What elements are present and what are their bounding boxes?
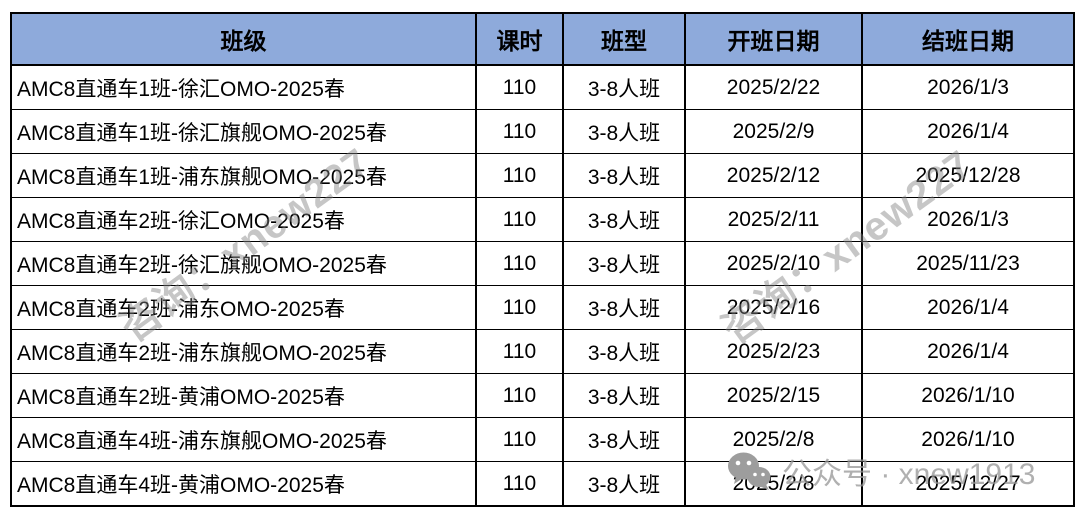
cell-start-date: 2025/2/11 bbox=[684, 197, 863, 242]
table-row: AMC8直通车4班-浦东旗舰OMO-2025春 110 3-8人班 2025/2… bbox=[10, 417, 1075, 462]
class-schedule-table: 班级 课时 班型 开班日期 结班日期 AMC8直通车1班-徐汇OMO-2025春… bbox=[10, 12, 1075, 507]
cell-hours: 110 bbox=[475, 64, 564, 110]
cell-class-type: 3-8人班 bbox=[562, 153, 686, 198]
cell-class-name: AMC8直通车4班-黄浦OMO-2025春 bbox=[10, 461, 477, 507]
header-cell-start-date: 开班日期 bbox=[684, 12, 863, 66]
cell-hours: 110 bbox=[475, 285, 564, 330]
cell-hours: 110 bbox=[475, 461, 564, 507]
header-cell-class-type: 班型 bbox=[562, 12, 686, 66]
cell-end-date: 2026/1/3 bbox=[861, 64, 1075, 110]
cell-start-date: 2025/2/10 bbox=[684, 241, 863, 286]
cell-class-name: AMC8直通车4班-浦东旗舰OMO-2025春 bbox=[10, 417, 477, 462]
cell-hours: 110 bbox=[475, 153, 564, 198]
cell-hours: 110 bbox=[475, 417, 564, 462]
cell-class-type: 3-8人班 bbox=[562, 241, 686, 286]
cell-class-type: 3-8人班 bbox=[562, 64, 686, 110]
cell-hours: 110 bbox=[475, 241, 564, 286]
cell-start-date: 2025/2/9 bbox=[684, 109, 863, 154]
cell-start-date: 2025/2/16 bbox=[684, 285, 863, 330]
cell-class-name: AMC8直通车2班-浦东旗舰OMO-2025春 bbox=[10, 329, 477, 374]
cell-end-date: 2025/12/28 bbox=[861, 153, 1075, 198]
cell-end-date: 2025/11/23 bbox=[861, 241, 1075, 286]
cell-class-type: 3-8人班 bbox=[562, 197, 686, 242]
cell-class-name: AMC8直通车1班-徐汇旗舰OMO-2025春 bbox=[10, 109, 477, 154]
cell-class-type: 3-8人班 bbox=[562, 373, 686, 418]
cell-start-date: 2025/2/23 bbox=[684, 329, 863, 374]
table-row: AMC8直通车1班-徐汇OMO-2025春 110 3-8人班 2025/2/2… bbox=[10, 64, 1075, 110]
cell-end-date: 2026/1/4 bbox=[861, 285, 1075, 330]
cell-class-name: AMC8直通车2班-徐汇OMO-2025春 bbox=[10, 197, 477, 242]
table-row: AMC8直通车2班-徐汇旗舰OMO-2025春 110 3-8人班 2025/2… bbox=[10, 241, 1075, 286]
table-row: AMC8直通车2班-徐汇OMO-2025春 110 3-8人班 2025/2/1… bbox=[10, 197, 1075, 242]
table-row: AMC8直通车4班-黄浦OMO-2025春 110 3-8人班 2025/2/8… bbox=[10, 461, 1075, 507]
cell-end-date: 2026/1/4 bbox=[861, 329, 1075, 374]
cell-class-name: AMC8直通车2班-浦东OMO-2025春 bbox=[10, 285, 477, 330]
cell-end-date: 2026/1/10 bbox=[861, 373, 1075, 418]
header-cell-hours: 课时 bbox=[475, 12, 564, 66]
cell-class-name: AMC8直通车1班-徐汇OMO-2025春 bbox=[10, 64, 477, 110]
cell-hours: 110 bbox=[475, 329, 564, 374]
cell-class-name: AMC8直通车2班-黄浦OMO-2025春 bbox=[10, 373, 477, 418]
header-row: 班级 课时 班型 开班日期 结班日期 bbox=[10, 12, 1075, 66]
cell-end-date: 2026/1/3 bbox=[861, 197, 1075, 242]
cell-class-name: AMC8直通车2班-徐汇旗舰OMO-2025春 bbox=[10, 241, 477, 286]
cell-start-date: 2025/2/22 bbox=[684, 64, 863, 110]
cell-end-date: 2026/1/4 bbox=[861, 109, 1075, 154]
cell-hours: 110 bbox=[475, 373, 564, 418]
cell-class-type: 3-8人班 bbox=[562, 109, 686, 154]
cell-class-name: AMC8直通车1班-浦东旗舰OMO-2025春 bbox=[10, 153, 477, 198]
cell-start-date: 2025/2/8 bbox=[684, 417, 863, 462]
cell-class-type: 3-8人班 bbox=[562, 285, 686, 330]
header-cell-class-name: 班级 bbox=[10, 12, 477, 66]
cell-hours: 110 bbox=[475, 197, 564, 242]
table-header: 班级 课时 班型 开班日期 结班日期 bbox=[10, 12, 1075, 66]
table-row: AMC8直通车2班-黄浦OMO-2025春 110 3-8人班 2025/2/1… bbox=[10, 373, 1075, 418]
table-body: AMC8直通车1班-徐汇OMO-2025春 110 3-8人班 2025/2/2… bbox=[10, 64, 1075, 507]
cell-start-date: 2025/2/15 bbox=[684, 373, 863, 418]
cell-class-type: 3-8人班 bbox=[562, 329, 686, 374]
cell-class-type: 3-8人班 bbox=[562, 417, 686, 462]
table-row: AMC8直通车2班-浦东旗舰OMO-2025春 110 3-8人班 2025/2… bbox=[10, 329, 1075, 374]
table-row: AMC8直通车2班-浦东OMO-2025春 110 3-8人班 2025/2/1… bbox=[10, 285, 1075, 330]
cell-hours: 110 bbox=[475, 109, 564, 154]
cell-end-date: 2026/1/10 bbox=[861, 417, 1075, 462]
cell-start-date: 2025/2/8 bbox=[684, 461, 863, 507]
cell-end-date: 2025/12/27 bbox=[861, 461, 1075, 507]
table-row: AMC8直通车1班-浦东旗舰OMO-2025春 110 3-8人班 2025/2… bbox=[10, 153, 1075, 198]
table-row: AMC8直通车1班-徐汇旗舰OMO-2025春 110 3-8人班 2025/2… bbox=[10, 109, 1075, 154]
cell-class-type: 3-8人班 bbox=[562, 461, 686, 507]
cell-start-date: 2025/2/12 bbox=[684, 153, 863, 198]
header-cell-end-date: 结班日期 bbox=[861, 12, 1075, 66]
